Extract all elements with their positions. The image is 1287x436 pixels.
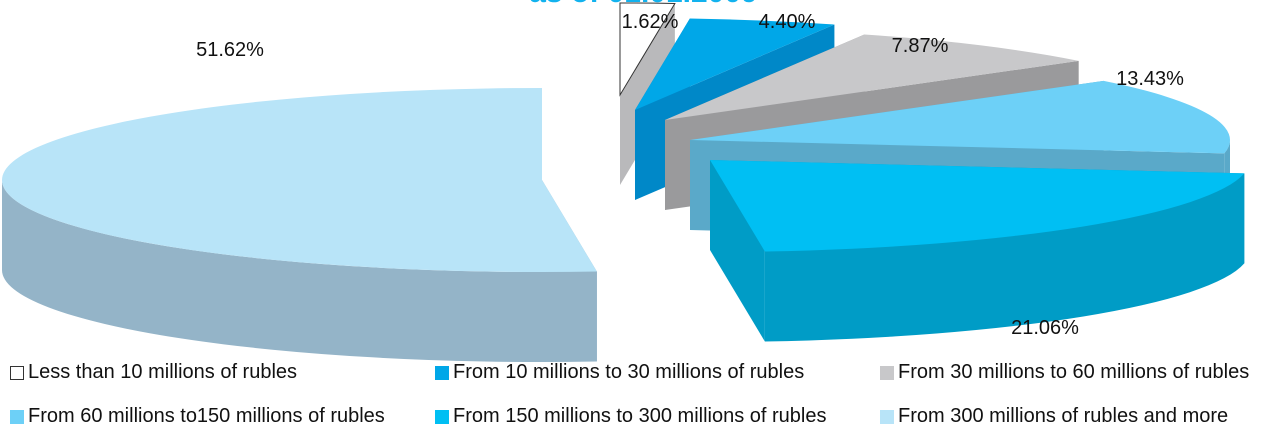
pie-slice-top-1 [619, 2, 676, 97]
legend-label-2: From 10 millions to 30 millions of ruble… [453, 361, 805, 383]
pie-slice-5 [710, 160, 1245, 342]
legend-label-3: From 30 millions to 60 millions of ruble… [898, 361, 1250, 383]
legend-swatch-3 [880, 365, 894, 380]
legend-label-1: Less than 10 millions of rubles [28, 361, 298, 383]
pie-slice-6 [1, 88, 597, 362]
legend-label-5: From 150 millions to 300 millions of rub… [453, 405, 827, 427]
legend-swatch-4 [10, 409, 24, 424]
pie-slice-top-4 [690, 80, 1230, 154]
legend-swatch-1 [10, 365, 24, 380]
legend-item-2: From 10 millions to 30 millions of ruble… [435, 361, 804, 384]
data-label-5: 21.06% [1011, 317, 1079, 339]
legend-swatch-2 [435, 365, 449, 380]
legend-item-5: From 150 millions to 300 millions of rub… [435, 405, 827, 428]
legend-label-6: From 300 millions of rubles and more [898, 405, 1229, 427]
pie-slice-top-5 [710, 160, 1245, 252]
legend-item-6: From 300 millions of rubles and more [880, 405, 1228, 428]
pie-slice-side-6 [2, 180, 597, 362]
pie-slice-wall-5-2 [710, 160, 765, 342]
legend-item-4: From 60 millions to150 millions of ruble… [10, 405, 385, 428]
legend-swatch-5 [435, 409, 449, 424]
data-label-4: 13.43% [1116, 68, 1184, 90]
legend-item-3: From 30 millions to 60 millions of ruble… [880, 361, 1249, 384]
legend-swatch-6 [880, 409, 894, 424]
data-label-2: 4.40% [759, 11, 816, 33]
legend-item-1: Less than 10 millions of rubles [10, 361, 297, 384]
pie-slice-side-5 [764, 173, 1245, 342]
data-label-3: 7.87% [892, 35, 949, 57]
legend-label-4: From 60 millions to150 millions of ruble… [28, 405, 385, 427]
pie-slice-top-3 [665, 34, 1079, 120]
data-label-6: 51.62% [196, 39, 264, 61]
pie-slice-top-2 [635, 18, 835, 110]
data-label-1: 1.62% [622, 11, 679, 33]
pie-slice-top-6 [1, 88, 597, 272]
